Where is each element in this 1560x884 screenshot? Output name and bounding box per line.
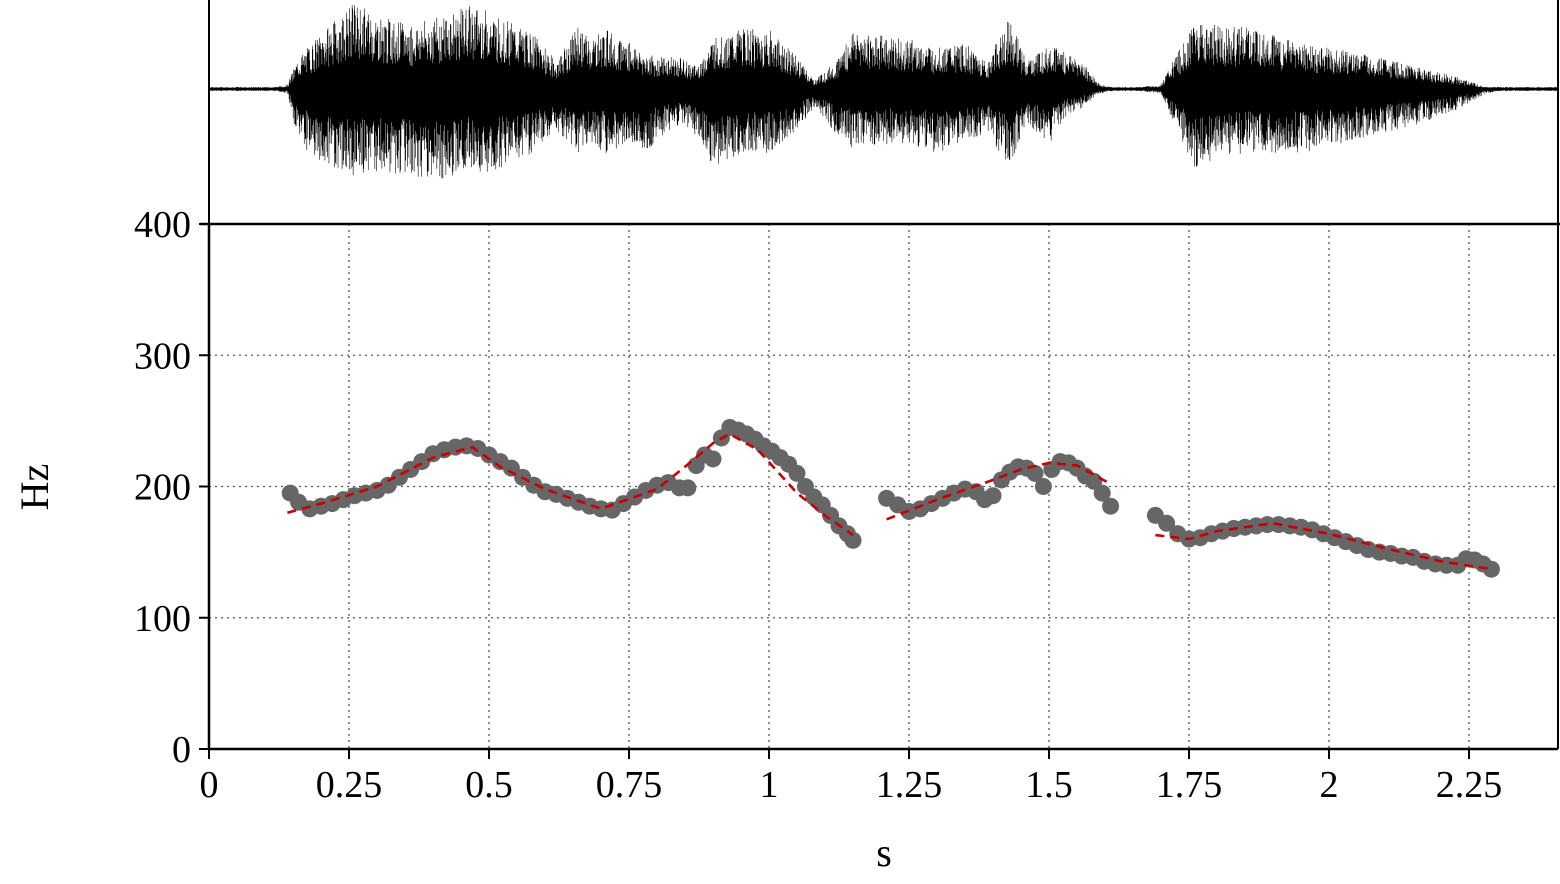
x-tick-label: 0 (200, 764, 219, 806)
y-tick-label: 100 (134, 598, 191, 640)
x-tick-label: 0.75 (596, 764, 663, 806)
y-tick-label: 0 (172, 729, 191, 771)
pitch-point (1102, 497, 1120, 515)
y-axis-title: Hz (12, 464, 57, 511)
y-tick-label: 200 (134, 467, 191, 509)
pitch-points (281, 418, 1500, 578)
waveform-trace (208, 5, 1559, 179)
x-tick-label: 2 (1320, 764, 1339, 806)
pitch-point (788, 464, 806, 482)
pitch-fit-line (1155, 521, 1492, 571)
x-tick-label: 1 (760, 764, 779, 806)
x-tick-label: 0.5 (465, 764, 513, 806)
waveform-frame (208, 0, 1559, 224)
pitch-panel: 0 100 200 300 400 0 0.25 0.5 0.75 1 1.25 1.5 1.75 2 2… (12, 204, 1560, 875)
pitch-fit-lines (287, 432, 1492, 571)
waveform-panel (208, 0, 1559, 224)
x-tick-label: 2.25 (1436, 764, 1503, 806)
pitch-point (1034, 478, 1052, 495)
x-tick-label: 1.5 (1025, 764, 1073, 806)
pitch-point (1085, 472, 1103, 490)
pitch-point (1093, 484, 1111, 502)
x-ticks: 0 0.25 0.5 0.75 1 1.25 1.5 1.75 2 2.25 (200, 749, 1503, 806)
x-tick-label: 1.75 (1156, 764, 1223, 806)
y-tick-label: 400 (134, 204, 191, 246)
pitch-fit-line (287, 432, 854, 537)
pitch-point (984, 487, 1002, 505)
pitch-fit-line (886, 461, 1112, 521)
pitch-point (704, 450, 722, 468)
horizontal-gridlines (209, 354, 1558, 619)
x-axis-title: s (876, 830, 892, 875)
x-tick-label: 0.25 (316, 764, 383, 806)
x-tick-label: 1.25 (876, 764, 943, 806)
pitch-point (1158, 514, 1176, 532)
pitch-point (1482, 560, 1500, 578)
y-tick-label: 300 (134, 335, 191, 377)
pitch-point (844, 531, 862, 549)
pitch-point (502, 459, 520, 477)
y-ticks: 0 100 200 300 400 (134, 204, 209, 771)
pitch-point (1026, 464, 1044, 482)
pitch-point (679, 479, 697, 497)
